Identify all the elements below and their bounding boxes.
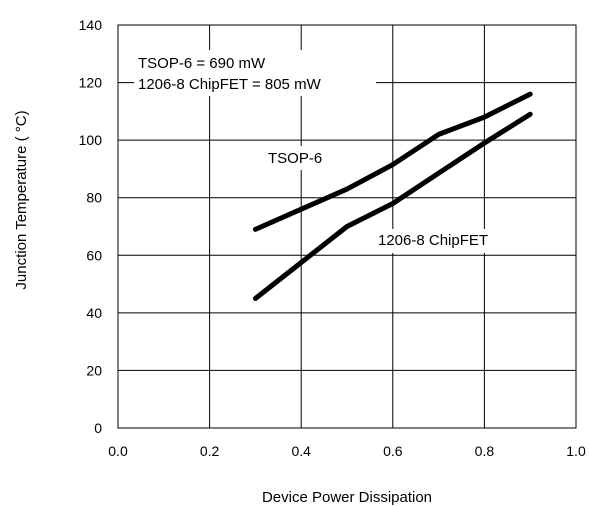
annotation-background [134, 50, 376, 96]
x-tick-label: 0.4 [291, 443, 311, 459]
series-label-background-tsop [262, 146, 344, 170]
y-tick-label: 100 [79, 132, 103, 148]
y-tick-label: 20 [86, 362, 102, 378]
y-tick-label: 40 [86, 305, 102, 321]
x-tick-label: 0.8 [475, 443, 495, 459]
x-tick-labels: 0.0 0.2 0.4 0.6 0.8 1.0 [108, 443, 586, 459]
y-tick-labels: 0 20 40 60 80 100 120 140 [79, 17, 103, 436]
y-tick-label: 120 [79, 75, 103, 91]
series-line-tsop6 [252, 91, 533, 232]
y-tick-label: 140 [79, 17, 103, 33]
annotation-chipfet: 1206-8 ChipFET = 805 mW [138, 76, 322, 93]
x-tick-label: 0.2 [200, 443, 220, 459]
x-tick-label: 0.6 [383, 443, 403, 459]
x-axis-label: Device Power Dissipation [262, 489, 432, 506]
plot-frame [117, 24, 577, 429]
series-label-tsop: TSOP-6 [268, 150, 322, 167]
y-tick-label: 60 [86, 247, 102, 263]
annotation-tsop: TSOP-6 = 690 mW [138, 55, 266, 72]
series-lines [252, 91, 533, 301]
y-tick-label: 80 [86, 190, 102, 206]
x-tick-label: 0.0 [108, 443, 128, 459]
x-tick-label: 1.0 [566, 443, 586, 459]
series-label-chipfet: 1206-8 ChipFET [378, 232, 488, 249]
y-tick-label: 0 [94, 420, 102, 436]
y-axis-label: Junction Temperature ( °C) [13, 110, 30, 289]
series-label-background-chipfet [376, 229, 516, 253]
series-line-chipfet [252, 111, 533, 301]
